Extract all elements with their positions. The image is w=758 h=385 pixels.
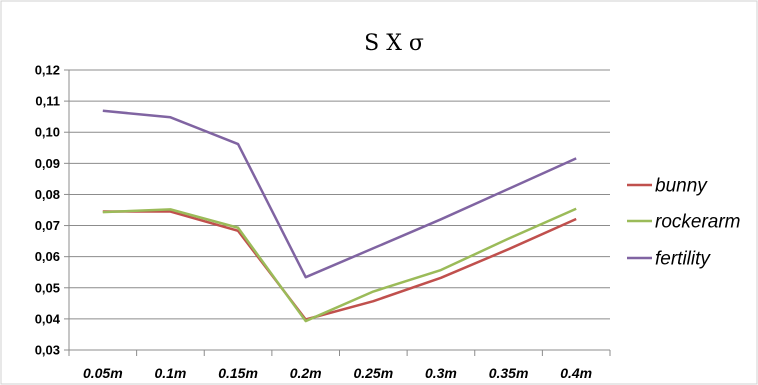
y-tick-label: 0,06	[35, 249, 60, 264]
y-tick-label: 0,05	[35, 280, 60, 295]
series-line-bunny	[102, 210, 577, 321]
x-tick-label: 0.15m	[218, 365, 258, 381]
legend-label-fertility: fertility	[655, 249, 711, 270]
x-tick-label: 0.25m	[353, 365, 393, 381]
y-tick-label: 0,04	[35, 311, 61, 326]
series-lines	[102, 109, 577, 323]
y-tick-label: 0,11	[35, 94, 60, 109]
x-tick-label: 0.3m	[425, 365, 457, 381]
x-tick-label: 0.2m	[290, 365, 322, 381]
y-tick-label: 0,12	[35, 63, 60, 78]
y-tick-label: 0,07	[35, 218, 60, 233]
legend: bunny rockerarm fertility	[627, 176, 741, 270]
gridlines	[69, 69, 610, 320]
y-tick-label: 0,09	[35, 156, 60, 171]
x-tick-label: 0.05m	[83, 365, 123, 381]
y-tick-label: 0,10	[35, 125, 60, 140]
y-tick-label: 0,03	[35, 343, 60, 358]
y-tick-label: 0,08	[35, 187, 60, 202]
legend-label-bunny: bunny	[655, 176, 708, 197]
series-line-rockerarm	[102, 207, 577, 323]
chart-title: S X σ	[364, 31, 424, 56]
x-tick-labels: 0.05m 0.1m 0.15m 0.2m 0.25m 0.3m 0.35m 0.4m	[83, 365, 592, 381]
y-tick-labels: 0,03 0,04 0,05 0,06 0,07 0,08 0,09 0,10 0,11 0,12	[35, 63, 61, 358]
series-line-fertility	[102, 109, 577, 279]
x-tick-label: 0.4m	[560, 365, 592, 381]
x-tick-label: 0.35m	[489, 365, 529, 381]
axes	[64, 69, 611, 356]
legend-label-rockerarm: rockerarm	[655, 212, 741, 233]
x-tick-label: 0.1m	[154, 365, 186, 381]
